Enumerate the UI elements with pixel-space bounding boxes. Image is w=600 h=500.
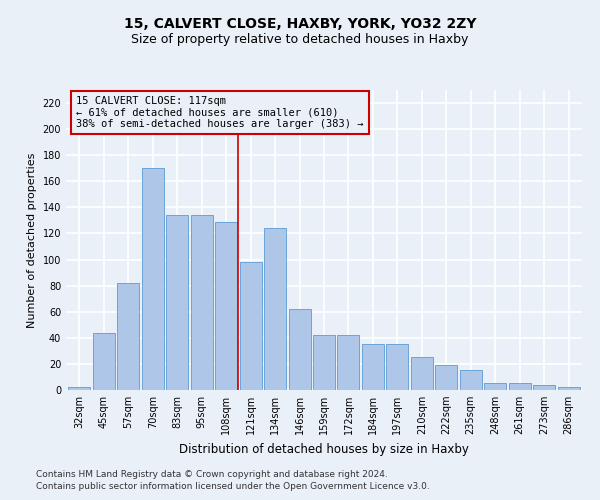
X-axis label: Distribution of detached houses by size in Haxby: Distribution of detached houses by size … [179,442,469,456]
Bar [337,335,359,390]
Bar [484,384,506,390]
Text: Contains HM Land Registry data © Crown copyright and database right 2024.: Contains HM Land Registry data © Crown c… [36,470,388,479]
Text: 15, CALVERT CLOSE, HAXBY, YORK, YO32 2ZY: 15, CALVERT CLOSE, HAXBY, YORK, YO32 2ZY [124,18,476,32]
Bar [509,384,530,390]
Bar [215,222,237,390]
Text: Size of property relative to detached houses in Haxby: Size of property relative to detached ho… [131,32,469,46]
Bar [118,283,139,390]
Bar [533,385,555,390]
Bar [68,388,91,390]
Bar [239,262,262,390]
Bar [93,332,115,390]
Bar [289,309,311,390]
Bar [460,370,482,390]
Bar [166,215,188,390]
Y-axis label: Number of detached properties: Number of detached properties [27,152,37,328]
Bar [435,365,457,390]
Bar [313,335,335,390]
Bar [557,388,580,390]
Text: Contains public sector information licensed under the Open Government Licence v3: Contains public sector information licen… [36,482,430,491]
Bar [191,215,213,390]
Bar [264,228,286,390]
Text: 15 CALVERT CLOSE: 117sqm
← 61% of detached houses are smaller (610)
38% of semi-: 15 CALVERT CLOSE: 117sqm ← 61% of detach… [76,96,364,129]
Bar [386,344,409,390]
Bar [411,358,433,390]
Bar [142,168,164,390]
Bar [362,344,384,390]
